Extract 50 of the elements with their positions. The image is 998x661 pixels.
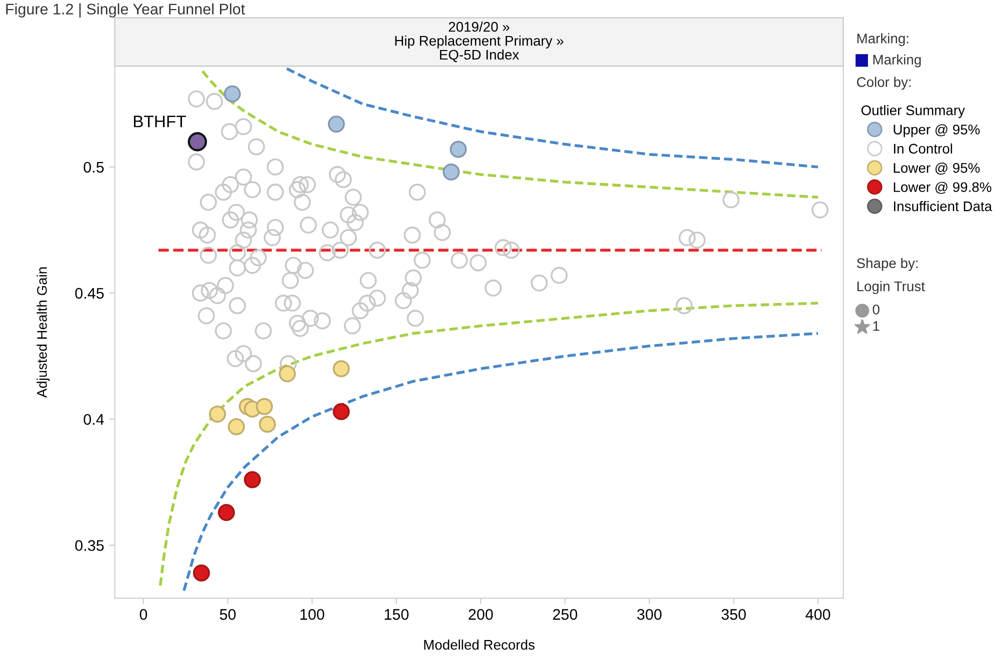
point (328, 116, 345, 133)
text: Marking (873, 54, 921, 68)
point (208, 406, 226, 423)
legend-title: Outlier Summary (861, 105, 965, 118)
line-series (201, 70, 820, 199)
x-tick-label: 150 (384, 609, 409, 620)
x-tick-label: 50 (220, 609, 236, 620)
legend-label: Upper @ 95% (894, 124, 980, 138)
legend-label: Lower @ 95% (894, 162, 980, 175)
y-axis-title: Adjusted Health Gain (36, 267, 50, 398)
text: Shape by: (856, 258, 918, 271)
point (332, 360, 350, 378)
y-tick-label: 0.45 (75, 288, 104, 299)
text: 1 (873, 321, 880, 331)
legend-label: In Control (894, 143, 952, 154)
point (332, 403, 350, 420)
text: 0 (872, 304, 880, 314)
point (218, 504, 235, 521)
y-tick-label: 0.5 (84, 162, 104, 173)
point (192, 564, 210, 582)
x-axis-title: Modelled Records (424, 640, 535, 650)
y-tick-label: 0.35 (75, 540, 104, 551)
point (278, 365, 296, 382)
x-tick-label: 0 (140, 609, 148, 620)
point (256, 398, 273, 416)
text: Marking: (857, 33, 908, 46)
x-tick-label: 200 (468, 609, 493, 620)
text: Login Trust (857, 281, 925, 294)
point (450, 140, 467, 158)
y-tick-label: 0.4 (84, 414, 104, 425)
chart-subtitle: 2019/20 » Hip Replacement Primary » EQ-5D Index (395, 22, 564, 62)
point (244, 471, 261, 488)
text: Color by: (856, 76, 911, 90)
legend-label: Lower @ 99.8% (894, 182, 992, 194)
point (442, 164, 460, 181)
point (228, 418, 245, 436)
line-series (285, 67, 820, 168)
point (224, 85, 241, 102)
x-tick-label: 300 (637, 609, 662, 620)
x-tick-label: 400 (806, 609, 830, 620)
legend-label: Insufficient Data (894, 201, 992, 212)
series-label: BTHFT (134, 116, 186, 128)
line-series (158, 302, 820, 587)
chart-title: Figure 1.2 | Single Year Funnel Plot (6, 3, 245, 18)
x-tick-label: 100 (300, 609, 324, 620)
line-series (182, 332, 820, 592)
point (258, 416, 276, 433)
x-tick-label: 250 (553, 609, 578, 620)
point (188, 132, 208, 152)
x-tick-label: 350 (722, 609, 746, 620)
